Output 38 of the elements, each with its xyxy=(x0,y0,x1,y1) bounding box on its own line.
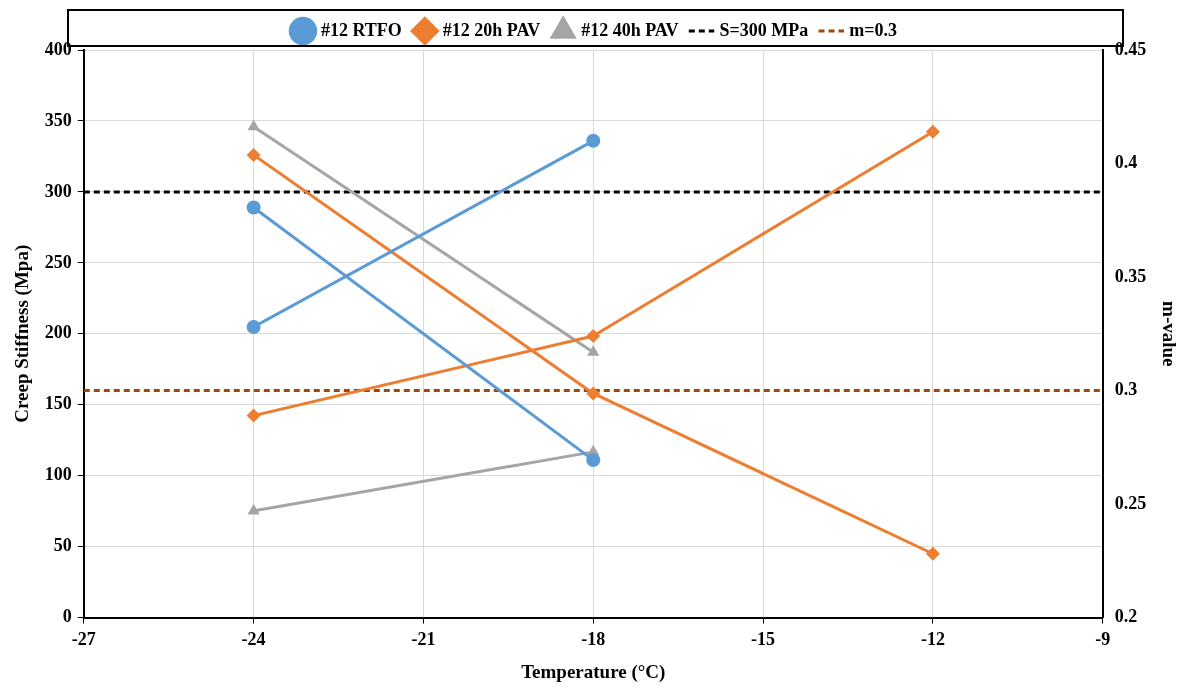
point xyxy=(246,200,261,215)
point xyxy=(586,386,601,401)
point xyxy=(925,546,940,561)
point xyxy=(586,133,601,148)
point xyxy=(246,408,261,423)
y-tick-label: 300 xyxy=(44,180,72,201)
y-tick-label: 0 xyxy=(62,606,72,627)
y-tick-label: 250 xyxy=(44,251,72,272)
legend-label: m=0.3 xyxy=(849,19,898,40)
y-tick-label: 350 xyxy=(44,109,72,130)
y2-tick-label: 0.3 xyxy=(1114,379,1138,400)
y2-axis-title: m-value xyxy=(1158,301,1180,367)
legend-label: #12 20h PAV xyxy=(442,19,541,40)
x-tick-label: -24 xyxy=(241,629,266,650)
point xyxy=(925,124,940,139)
y2-tick-label: 0.25 xyxy=(1114,492,1147,513)
y-axis-title: Creep Stiffness (Mpa) xyxy=(11,244,34,423)
legend-label: #12 40h PAV xyxy=(581,19,679,40)
y-tick-label: 100 xyxy=(44,464,72,485)
x-tick-label: -12 xyxy=(920,629,945,650)
y-tick-label: 50 xyxy=(53,535,72,556)
y2-tick-label: 0.4 xyxy=(1114,152,1138,173)
point xyxy=(586,453,601,468)
y-tick-label: 200 xyxy=(44,322,72,343)
point xyxy=(246,319,261,334)
point xyxy=(246,148,261,163)
x-tick-label: -15 xyxy=(751,629,776,650)
x-tick-label: -9 xyxy=(1095,629,1111,650)
y2-tick-label: 0.35 xyxy=(1114,265,1147,286)
x-tick-label: -27 xyxy=(71,629,96,650)
legend-label: S=300 MPa xyxy=(719,19,809,40)
x-tick-label: -18 xyxy=(581,629,606,650)
y-tick-label: 150 xyxy=(44,393,72,414)
y2-tick-label: 0.2 xyxy=(1114,606,1138,627)
x-tick-label: -21 xyxy=(411,629,436,650)
x-axis-title: Temperature (°C) xyxy=(521,660,666,683)
point xyxy=(586,329,601,344)
legend-label: #12 RTFO xyxy=(320,19,402,40)
